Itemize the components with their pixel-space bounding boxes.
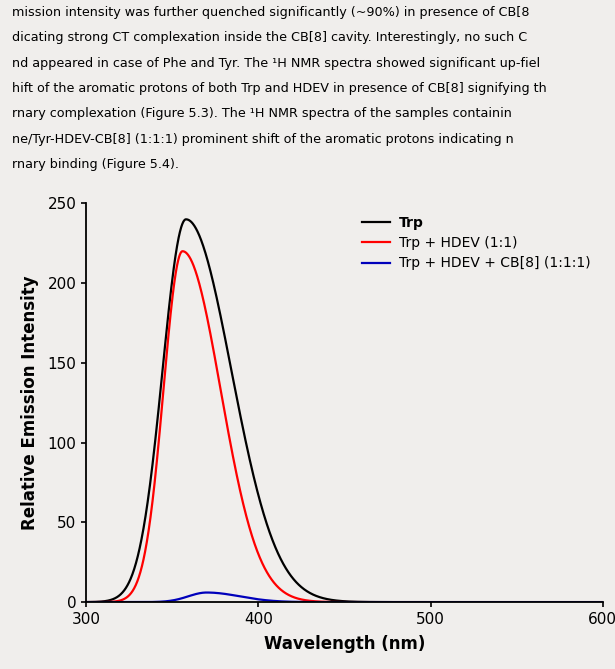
X-axis label: Wavelength (nm): Wavelength (nm) (264, 635, 425, 653)
Text: ne/Tyr-HDEV-CB[8] (1:1:1) prominent shift of the aromatic protons indicating n: ne/Tyr-HDEV-CB[8] (1:1:1) prominent shif… (12, 133, 514, 146)
Y-axis label: Relative Emission Intensity: Relative Emission Intensity (21, 276, 39, 530)
Legend: Trp, Trp + HDEV (1:1), Trp + HDEV + CB[8] (1:1:1): Trp, Trp + HDEV (1:1), Trp + HDEV + CB[8… (357, 210, 596, 276)
Text: rnary complexation (Figure 5.3). The ¹H NMR spectra of the samples containin: rnary complexation (Figure 5.3). The ¹H … (12, 108, 512, 120)
Text: nd appeared in case of Phe and Tyr. The ¹H NMR spectra showed significant up-fie: nd appeared in case of Phe and Tyr. The … (12, 57, 541, 70)
Text: mission intensity was further quenched significantly (~90%) in presence of CB[8: mission intensity was further quenched s… (12, 6, 530, 19)
Text: rnary binding (Figure 5.4).: rnary binding (Figure 5.4). (12, 158, 180, 171)
Text: dicating strong CT complexation inside the CB[8] cavity. Interestingly, no such : dicating strong CT complexation inside t… (12, 31, 528, 45)
Text: hift of the aromatic protons of both Trp and HDEV in presence of CB[8] signifyin: hift of the aromatic protons of both Trp… (12, 82, 547, 95)
